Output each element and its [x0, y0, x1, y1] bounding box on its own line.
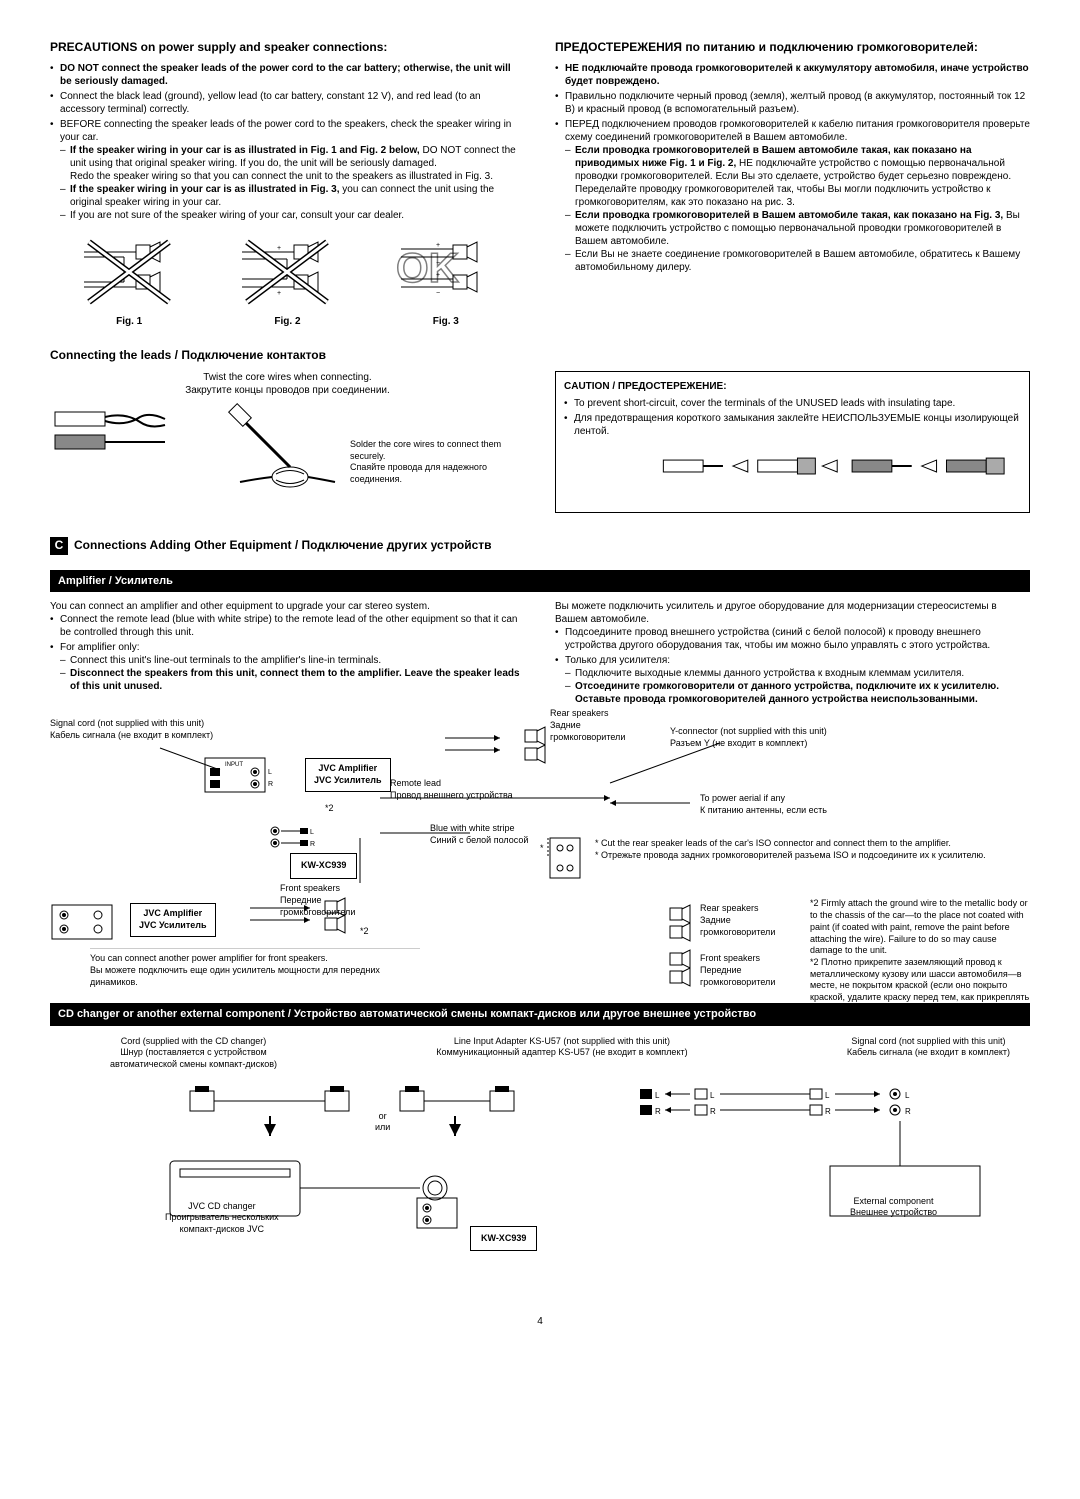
precautions-list-en: DO NOT connect the speaker leads of the … [50, 62, 525, 222]
amp-ru-1: Только для усилителя: [565, 655, 670, 666]
cd-input-svg [415, 1196, 465, 1236]
twist-ru: Закрутите концы проводов при соединении. [50, 384, 525, 397]
input-jack-svg: INPUT L R [200, 756, 280, 796]
precautions-title-ru: ПРЕДОСТЕРЕЖЕНИЯ по питанию и подключению… [555, 40, 1030, 56]
lbl-note2: *2 Firmly attach the ground wire to the … [810, 898, 1030, 1027]
connecting-leads-title: Connecting the leads / Подключение конта… [50, 348, 1030, 364]
prec-en-0: DO NOT connect the speaker leads of the … [60, 63, 511, 87]
amp-en-sub-0: Connect this unit's line-out terminals t… [60, 654, 525, 667]
lbl-rear-spk-2: Rear speakers Задние громкоговорители [700, 903, 775, 938]
lbl-cut-note: * Cut the rear speaker leads of the car'… [595, 838, 1015, 861]
lbl-front-spk-1: Front speakers Передние громкоговорители [280, 883, 355, 918]
figure-row: Fig. 1 + − + Fig. 2 + − [50, 237, 525, 328]
prec-ru-1: Правильно подключите черный провод (земл… [555, 90, 1030, 116]
caution-title: CAUTION / ПРЕДОСТЕРЕЖЕНИЕ: [564, 380, 1021, 393]
lbl-signal-cord: Signal cord (not supplied with this unit… [50, 718, 213, 741]
jvc-amp-box-2: JVC Amplifier JVC Усилитель [130, 903, 216, 936]
prec-ru-0: НЕ подключайте провода громкоговорителей… [565, 63, 1029, 87]
svg-text:−: − [436, 290, 440, 297]
fig3-svg: + − + − OK [391, 237, 501, 307]
rear-out-svg: L R [265, 823, 315, 853]
svg-text:L: L [310, 829, 314, 836]
lbl-cd-cord: Cord (supplied with the CD changer) Шнур… [110, 1036, 277, 1071]
svg-text:R: R [905, 1107, 911, 1116]
prec-ru-2: ПЕРЕД подключением проводов громкоговори… [565, 119, 1030, 143]
svg-text:L: L [825, 1091, 830, 1100]
page-number: 4 [50, 1315, 1030, 1328]
fig2-svg: + − + [232, 237, 342, 307]
lbl-to-power: To power aerial if any К питанию антенны… [700, 793, 827, 816]
star2-2: *2 [360, 926, 369, 938]
amp-en-sub-1: Disconnect the speakers from this unit, … [70, 668, 520, 692]
svg-text:R: R [268, 781, 273, 788]
lbl-another-amp: You can connect another power amplifier … [90, 948, 420, 988]
lbl-or: or или [375, 1111, 390, 1134]
svg-text:+: + [277, 290, 281, 297]
lbl-rear-spk: Rear speakers Задние громкоговорители [550, 708, 625, 743]
amplifier-bar: Amplifier / Усилитель [50, 570, 1030, 592]
amp-en-1: For amplifier only: [60, 642, 139, 653]
lbl-remote-lead: Remote lead Провод внешнего устройства [390, 778, 513, 801]
prec-ru-sub: Если проводка громкоговорителей в Вашем … [565, 144, 1030, 274]
cd-diagram: Cord (supplied with the CD changer) Шнур… [50, 1026, 1030, 1285]
svg-text:L: L [905, 1091, 910, 1100]
prec-en-1: Connect the black lead (ground), yellow … [50, 90, 525, 116]
star2-1: *2 [325, 803, 334, 815]
twist-wire-svg [50, 407, 190, 497]
precautions-title-en: PRECAUTIONS on power supply and speaker … [50, 40, 525, 56]
svg-text:OK: OK [396, 244, 459, 291]
precautions-list-ru: НЕ подключайте провода громкоговорителей… [555, 62, 1030, 274]
lbl-blue-stripe: Blue with white stripe Синий с белой пол… [430, 823, 528, 846]
amplifier-diagram: * Signal cord (not supplied with this un… [50, 708, 1030, 988]
solder-svg [220, 407, 340, 517]
prec-en-sub: If the speaker wiring in your car is as … [60, 144, 525, 222]
front-jack-svg [50, 903, 120, 943]
svg-text:R: R [655, 1107, 661, 1116]
svg-text:R: R [825, 1107, 831, 1116]
caution-ru: Для предотвращения короткого замыкания з… [564, 412, 1021, 438]
lbl-y-conn: Y-connector (not supplied with this unit… [670, 726, 827, 749]
fig1-label: Fig. 1 [74, 315, 184, 328]
lbl-ext-comp: External component Внешнее устройство [850, 1196, 937, 1219]
section-c-badge: C [50, 537, 68, 555]
input-label: INPUT [225, 762, 243, 768]
fig3-label: Fig. 3 [391, 315, 501, 328]
fig1-svg [74, 237, 184, 307]
model-box-2: KW-XC939 [470, 1226, 537, 1252]
amp-ru-0: Подсоедините провод внешнего устройства … [555, 626, 1030, 652]
jvc-amp-box-1: JVC Amplifier JVC Усилитель [305, 758, 391, 791]
solder-ru: Спаяйте провода для надежного соединения… [350, 462, 525, 485]
amp-ru-intro: Вы можете подключить усилитель и другое … [555, 600, 1030, 626]
section-c-header: C Connections Adding Other Equipment / П… [50, 537, 1030, 555]
svg-text:L: L [710, 1091, 715, 1100]
amp-en-intro: You can connect an amplifier and other e… [50, 600, 525, 613]
amp-ru-sub-0: Подключите выходные клеммы данного устро… [565, 667, 1030, 680]
section-c-title: Connections Adding Other Equipment / Под… [74, 538, 492, 554]
svg-text:+: + [277, 245, 281, 252]
svg-text:R: R [710, 1107, 716, 1116]
svg-text:L: L [268, 769, 272, 776]
amp-ru-sub-1: Отсоедините громкоговорители от данного … [575, 681, 999, 705]
solder-en: Solder the core wires to connect them se… [350, 439, 525, 462]
lbl-jvc-cd: JVC CD changer Проигрыватель нескольких … [165, 1201, 279, 1236]
caution-en: To prevent short-circuit, cover the term… [564, 397, 1021, 410]
lbl-line-adapter: Line Input Adapter KS-U57 (not supplied … [436, 1036, 687, 1071]
caution-box: CAUTION / ПРЕДОСТЕРЕЖЕНИЕ: To prevent sh… [555, 371, 1030, 513]
prec-en-2: BEFORE connecting the speaker leads of t… [60, 119, 511, 143]
fig2-label: Fig. 2 [232, 315, 342, 328]
lbl-front-spk-2: Front speakers Передние громкоговорители [700, 953, 775, 988]
svg-text:L: L [655, 1091, 660, 1100]
twist-en: Twist the core wires when connecting. [50, 371, 525, 384]
svg-text:R: R [310, 841, 315, 848]
model-box-1: KW-XC939 [290, 853, 357, 879]
lbl-cd-signal-cord: Signal cord (not supplied with this unit… [847, 1036, 1010, 1071]
svg-text:*: * [540, 843, 544, 853]
amp-en-0: Connect the remote lead (blue with white… [50, 613, 525, 639]
insulate-svg [564, 440, 1021, 500]
